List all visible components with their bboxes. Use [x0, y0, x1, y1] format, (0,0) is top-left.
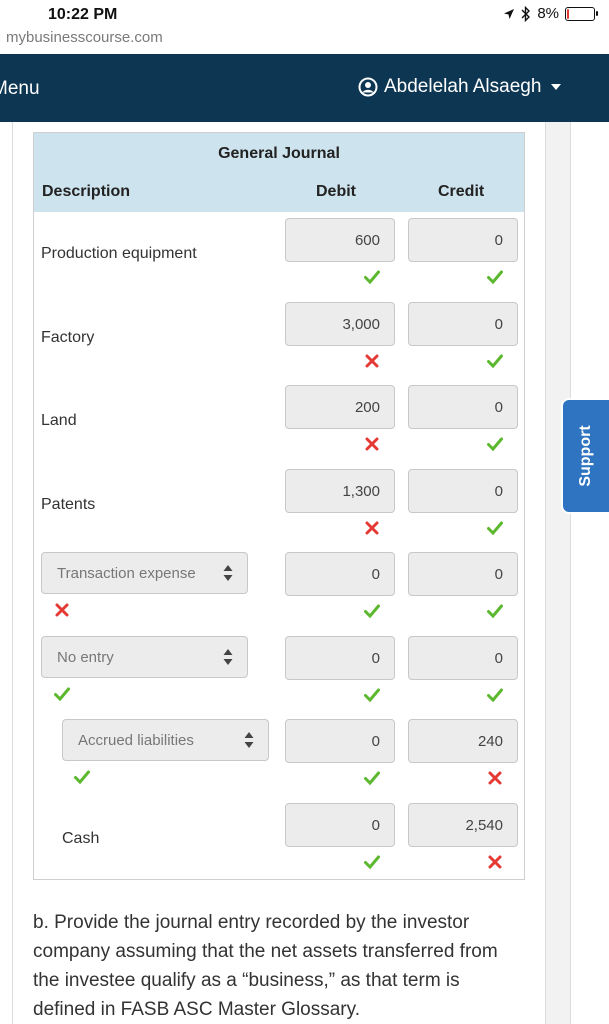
journal-row: No entry 0 0	[34, 635, 524, 717]
check-icon	[74, 770, 90, 785]
journal-row: Production equipment 600 0	[34, 218, 524, 299]
cross-icon	[488, 771, 502, 785]
frame-border	[12, 122, 13, 1024]
account-label: Land	[41, 412, 77, 429]
status-time: 10:22 PM	[48, 6, 118, 23]
user-name: Abdelelah Alsaegh	[384, 76, 542, 97]
journal-row: Factory 3,000 0	[34, 301, 524, 383]
check-icon	[487, 521, 503, 535]
check-icon	[364, 604, 380, 619]
check-icon	[487, 270, 503, 285]
journal-row: Accrued liabilities 0 240	[34, 719, 524, 800]
top-nav: Menu Abdelelah Alsaegh	[0, 54, 609, 122]
general-journal: General Journal Description Debit Credit…	[33, 132, 525, 880]
select-arrows-icon	[223, 648, 233, 665]
credit-input[interactable]: 0	[408, 552, 518, 596]
cross-icon	[488, 855, 502, 868]
journal-header: General Journal Description Debit Credit	[34, 133, 524, 212]
debit-input[interactable]: 0	[285, 635, 395, 680]
check-icon	[487, 688, 503, 702]
status-indicators: 8%	[503, 5, 598, 22]
right-gutter	[546, 122, 570, 1024]
battery-percent: 8%	[537, 5, 559, 22]
account-select[interactable]: No entry	[41, 635, 248, 678]
select-arrows-icon	[223, 565, 233, 581]
menu-button[interactable]: Menu	[0, 78, 40, 99]
account-select-value: Accrued liabilities	[78, 732, 194, 749]
battery-level	[567, 8, 569, 19]
debit-input[interactable]: 0	[285, 719, 395, 763]
credit-input[interactable]: 0	[408, 301, 518, 346]
account-select-value: No entry	[57, 648, 114, 666]
journal-row: Patents 1,300 0	[34, 468, 524, 550]
account-select[interactable]: Accrued liabilities	[62, 719, 269, 761]
column-header-description: Description	[42, 183, 131, 200]
account-select-value: Transaction expense	[57, 565, 196, 582]
account-label: Patents	[41, 495, 96, 513]
url-bar[interactable]: mybusinesscourse.com	[6, 29, 163, 46]
account-select[interactable]: Transaction expense	[41, 552, 248, 594]
account-label: Factory	[41, 328, 95, 346]
debit-input[interactable]: 600	[285, 218, 395, 262]
check-icon	[364, 855, 380, 869]
debit-input[interactable]: 0	[285, 552, 395, 596]
user-menu[interactable]: Abdelelah Alsaegh	[358, 76, 562, 98]
credit-input[interactable]: 0	[408, 635, 518, 680]
debit-input[interactable]: 1,300	[285, 468, 395, 513]
cross-icon	[365, 521, 379, 534]
debit-input[interactable]: 3,000	[285, 301, 395, 346]
credit-input[interactable]: 0	[408, 468, 518, 513]
journal-title: General Journal	[218, 145, 340, 162]
column-header-credit: Credit	[438, 183, 485, 200]
question-text: b. Provide the journal entry recorded by…	[33, 912, 498, 1020]
support-tab[interactable]: Support	[561, 398, 609, 514]
check-icon	[54, 687, 70, 701]
check-icon	[487, 604, 503, 619]
chevron-down-icon	[551, 84, 562, 90]
location-icon	[504, 8, 515, 19]
status-bar: 10:22 PM 8%	[0, 0, 609, 26]
journal-row: Cash 0 2,540	[34, 802, 524, 884]
check-icon	[487, 354, 503, 368]
credit-input[interactable]: 240	[408, 719, 518, 763]
account-label: Cash	[62, 829, 100, 847]
cross-icon	[365, 354, 379, 367]
credit-input[interactable]: 0	[408, 218, 518, 262]
frame-border	[570, 122, 571, 1024]
cross-icon	[365, 437, 379, 451]
debit-input[interactable]: 0	[285, 802, 395, 847]
check-icon	[364, 771, 380, 786]
support-label: Support	[577, 425, 594, 487]
battery-icon	[565, 6, 598, 21]
cross-icon	[55, 603, 69, 617]
check-icon	[364, 688, 380, 702]
select-arrows-icon	[244, 732, 254, 748]
check-icon	[364, 270, 380, 285]
journal-row: Transaction expense 0 0	[34, 552, 524, 633]
credit-input[interactable]: 0	[408, 385, 518, 429]
check-icon	[487, 437, 503, 452]
user-avatar-icon	[358, 77, 378, 97]
bluetooth-icon	[521, 5, 531, 22]
account-label: Production equipment	[41, 245, 197, 262]
journal-row: Land 200 0	[34, 385, 524, 466]
column-header-debit: Debit	[316, 183, 356, 200]
debit-input[interactable]: 200	[285, 385, 395, 429]
frame-border	[545, 122, 546, 1024]
credit-input[interactable]: 2,540	[408, 802, 518, 847]
